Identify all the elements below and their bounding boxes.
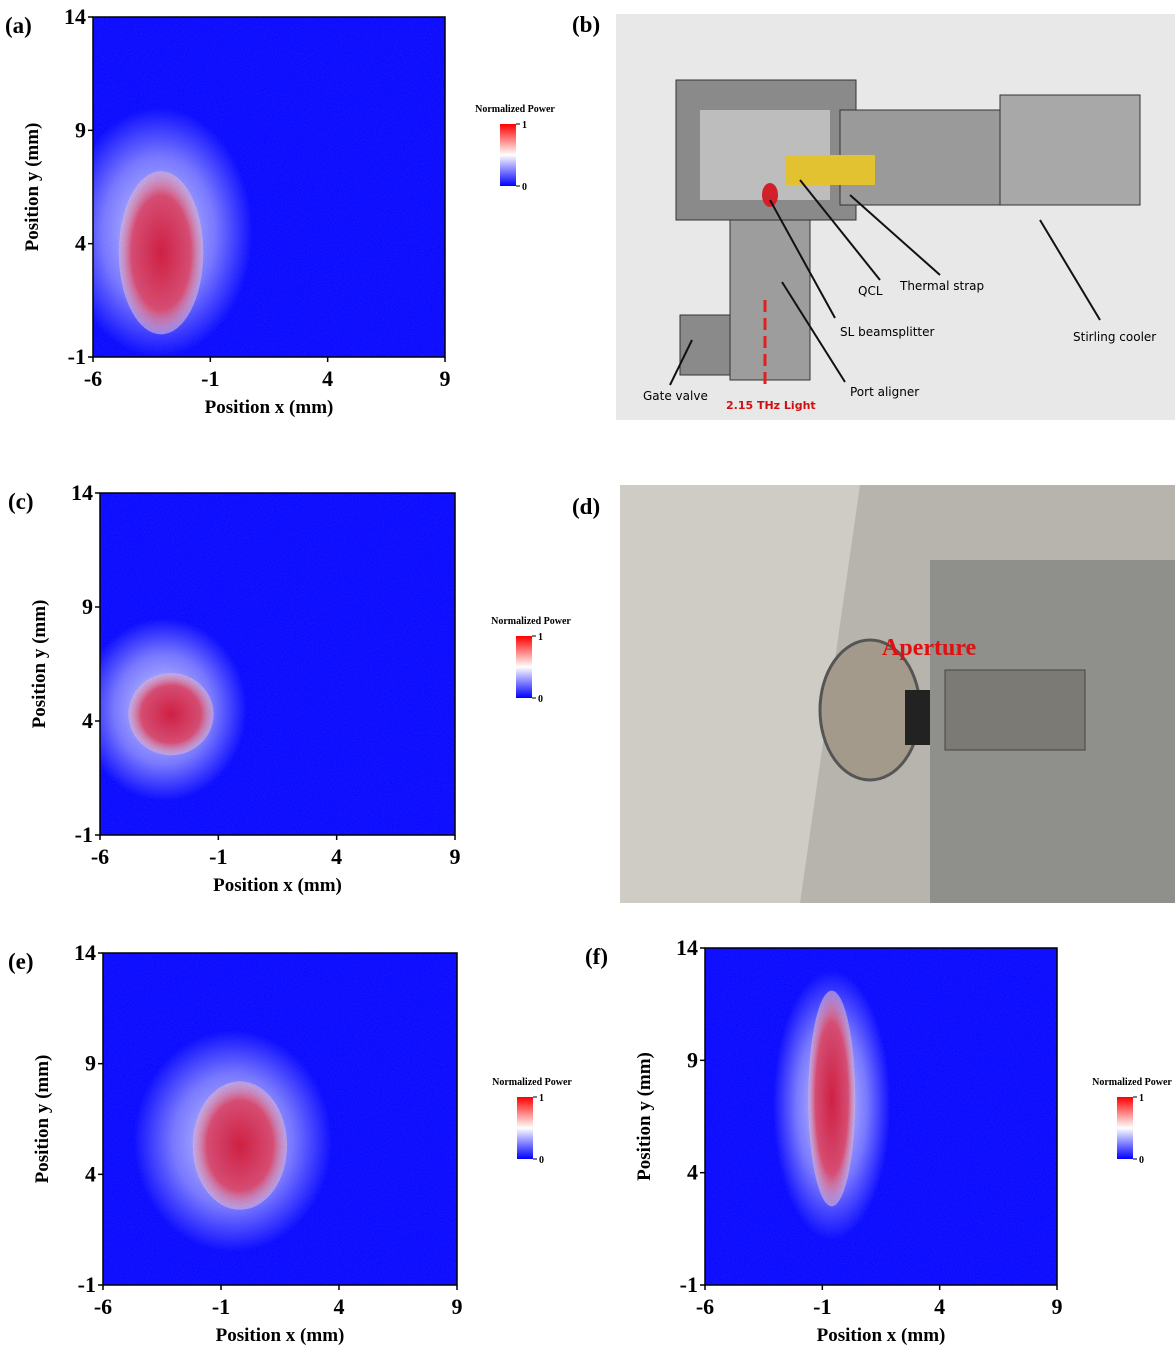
heatmap bbox=[705, 948, 1057, 1285]
y-tick-label: 4 bbox=[687, 1160, 698, 1185]
plot-frame bbox=[99, 492, 456, 836]
x-tick-label: -6 bbox=[94, 1294, 112, 1319]
noise bbox=[705, 948, 1057, 1285]
heatmap bbox=[93, 17, 445, 357]
x-tick-label: -1 bbox=[212, 1294, 230, 1319]
colorbar-tick-label: 1 bbox=[538, 632, 543, 643]
x-axis-label: Position x (mm) bbox=[216, 1325, 345, 1346]
x-tick-label: 4 bbox=[334, 1294, 345, 1319]
annotation: QCL bbox=[858, 284, 883, 298]
y-tick-label: -1 bbox=[680, 1272, 698, 1297]
y-tick-label: 4 bbox=[85, 1161, 96, 1186]
x-tick-label: 9 bbox=[440, 366, 451, 391]
y-tick-label: 14 bbox=[71, 480, 93, 505]
x-axis-label: Position x (mm) bbox=[205, 397, 334, 418]
y-tick-label: 9 bbox=[75, 117, 86, 142]
annotation: Port aligner bbox=[850, 385, 919, 399]
y-axis-label: Position y (mm) bbox=[32, 1055, 53, 1184]
colorbar-tick-label: 0 bbox=[538, 694, 543, 705]
panel-label: (a) bbox=[5, 13, 32, 38]
colorbar-title: Normalized Power bbox=[491, 616, 571, 627]
panel-label: (f) bbox=[585, 944, 608, 969]
panel-label: (d) bbox=[572, 494, 600, 519]
annotation: Gate valve bbox=[643, 389, 708, 403]
colorbar bbox=[517, 1097, 533, 1159]
noise bbox=[100, 493, 455, 835]
noise bbox=[103, 953, 457, 1285]
x-axis-label: Position x (mm) bbox=[817, 1325, 946, 1346]
annotation: Thermal strap bbox=[899, 279, 984, 293]
noise bbox=[93, 17, 445, 357]
y-tick-label: 9 bbox=[82, 594, 93, 619]
x-tick-label: -6 bbox=[91, 844, 109, 869]
colorbar-title: Normalized Power bbox=[1092, 1077, 1172, 1088]
y-tick-label: 14 bbox=[64, 4, 86, 29]
y-axis-label: Position y (mm) bbox=[634, 1052, 655, 1181]
colorbar-tick-label: 1 bbox=[1139, 1093, 1144, 1104]
heatmap bbox=[100, 493, 455, 835]
colorbar-tick-label: 0 bbox=[539, 1155, 544, 1166]
annotation: Aperture bbox=[882, 635, 977, 661]
colorbar bbox=[1117, 1097, 1133, 1159]
x-tick-label: 9 bbox=[1052, 1294, 1063, 1319]
colorbar bbox=[516, 636, 532, 698]
colorbar-tick-label: 0 bbox=[1139, 1155, 1144, 1166]
annotation: SL beamsplitter bbox=[840, 325, 934, 339]
x-tick-label: -6 bbox=[696, 1294, 714, 1319]
plot-frame bbox=[102, 952, 458, 1286]
cad-diagram: QCL Thermal strap SL beamsplitter Stirli… bbox=[616, 14, 1175, 420]
y-tick-label: 9 bbox=[687, 1047, 698, 1072]
x-tick-label: 9 bbox=[450, 844, 461, 869]
colorbar bbox=[500, 124, 516, 186]
photo: Aperture bbox=[620, 485, 1175, 903]
x-tick-label: 4 bbox=[331, 844, 342, 869]
y-tick-label: 4 bbox=[75, 231, 86, 256]
colorbar-title: Normalized Power bbox=[475, 104, 555, 115]
y-axis-label: Position y (mm) bbox=[22, 123, 43, 252]
colorbar-tick-label: 1 bbox=[522, 120, 527, 131]
colorbar-tick-label: 0 bbox=[522, 182, 527, 193]
x-tick-label: -1 bbox=[209, 844, 227, 869]
panel-label: (b) bbox=[572, 12, 600, 37]
plot-frame bbox=[92, 16, 446, 358]
panel-label: (e) bbox=[8, 949, 34, 974]
y-tick-label: 14 bbox=[74, 940, 96, 965]
y-tick-label: -1 bbox=[75, 822, 93, 847]
x-tick-label: -6 bbox=[84, 366, 102, 391]
y-tick-label: 9 bbox=[85, 1051, 96, 1076]
y-tick-label: -1 bbox=[68, 344, 86, 369]
x-tick-label: -1 bbox=[813, 1294, 831, 1319]
colorbar-tick-label: 1 bbox=[539, 1093, 544, 1104]
y-tick-label: 4 bbox=[82, 708, 93, 733]
x-axis-label: Position x (mm) bbox=[213, 875, 342, 896]
x-tick-label: -1 bbox=[201, 366, 219, 391]
colorbar-title: Normalized Power bbox=[492, 1077, 572, 1088]
plot-frame bbox=[704, 947, 1058, 1286]
y-tick-label: -1 bbox=[78, 1272, 96, 1297]
y-tick-label: 14 bbox=[676, 935, 698, 960]
heatmap bbox=[103, 953, 457, 1285]
annotation: Stirling cooler bbox=[1073, 330, 1156, 344]
x-tick-label: 4 bbox=[934, 1294, 945, 1319]
x-tick-label: 4 bbox=[322, 366, 333, 391]
x-tick-label: 9 bbox=[452, 1294, 463, 1319]
y-axis-label: Position y (mm) bbox=[29, 600, 50, 729]
panel-label: (c) bbox=[8, 489, 34, 514]
annotation: 2.15 THz Light bbox=[726, 399, 816, 412]
